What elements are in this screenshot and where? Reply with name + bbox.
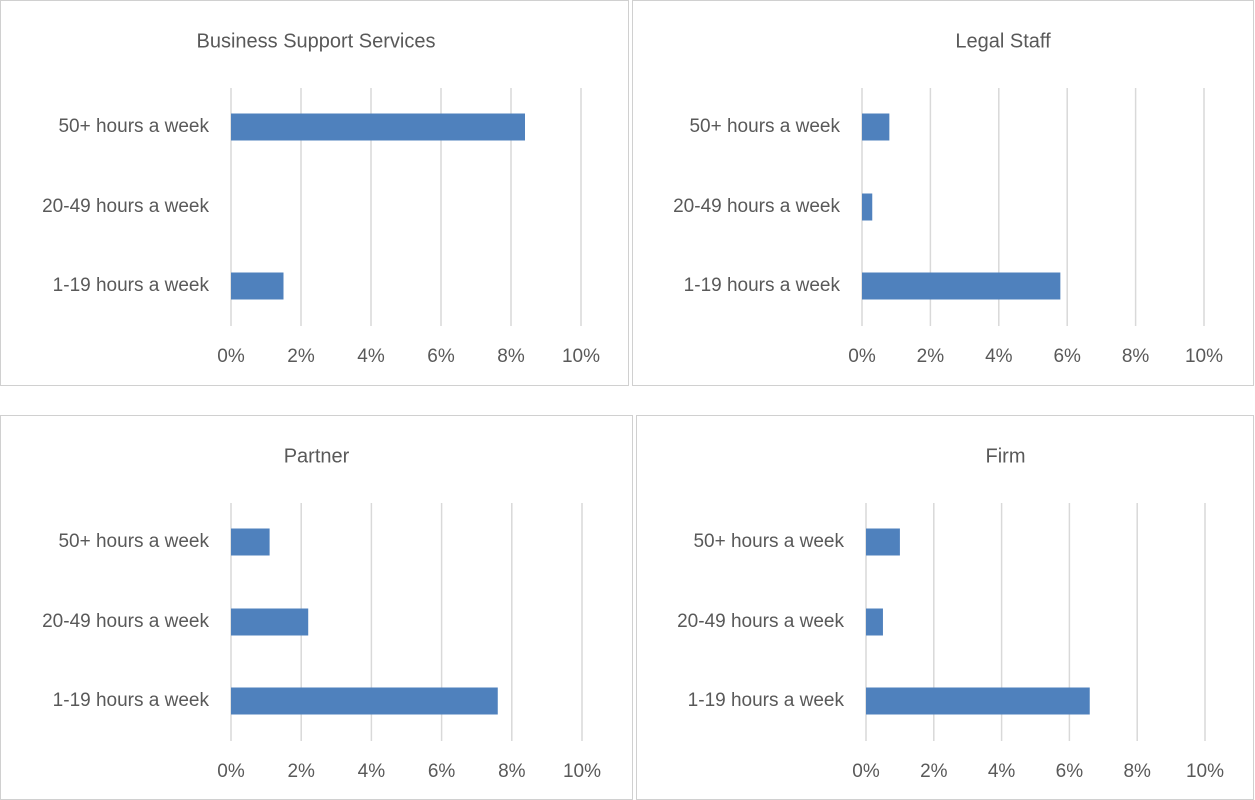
chart-title: Legal Staff — [955, 30, 1051, 52]
bar — [866, 528, 900, 556]
chart-title: Partner — [284, 445, 350, 467]
y-tick-label: 20-49 hours a week — [673, 196, 840, 217]
bar — [862, 113, 890, 141]
x-tick-label: 0% — [848, 346, 876, 367]
bar — [231, 528, 270, 556]
chart-title: Firm — [986, 445, 1026, 467]
bar — [231, 608, 309, 636]
y-tick-label: 20-49 hours a week — [42, 611, 209, 632]
bar — [866, 608, 883, 636]
x-tick-label: 6% — [428, 761, 456, 782]
x-tick-label: 6% — [427, 346, 455, 367]
panel-border — [632, 0, 1254, 386]
panel-border — [636, 415, 1254, 800]
x-tick-label: 10% — [1186, 761, 1224, 782]
x-tick-label: 2% — [920, 761, 948, 782]
chart-panel: Firm 0% 2% 4% 6% 8% 10% 50+ hours a week 20-49 h… — [636, 415, 1254, 800]
y-tick-label: 1-19 hours a week — [688, 690, 845, 711]
x-tick-label: 4% — [988, 761, 1016, 782]
x-tick-label: 2% — [287, 761, 315, 782]
x-tick-label: 4% — [985, 346, 1013, 367]
chart-panel: Legal Staff 0% 2% 4% 6% 8% 10% 50+ hours a week… — [632, 0, 1254, 386]
bar — [862, 272, 1061, 300]
x-tick-label: 8% — [1122, 346, 1150, 367]
panel-border — [0, 0, 629, 386]
panel-border — [0, 415, 633, 800]
bar — [862, 193, 873, 221]
x-tick-label: 10% — [562, 346, 600, 367]
x-tick-label: 2% — [287, 346, 315, 367]
x-tick-label: 0% — [217, 346, 245, 367]
chart-panel: Partner 0% 2% 4% 6% 8% 10% 50+ hours a week 20-4… — [0, 415, 633, 800]
bar — [866, 687, 1090, 715]
x-tick-label: 0% — [217, 761, 245, 782]
x-tick-label: 6% — [1056, 761, 1084, 782]
x-tick-label: 0% — [852, 761, 880, 782]
x-tick-label: 8% — [498, 761, 526, 782]
bar — [231, 687, 498, 715]
y-tick-label: 1-19 hours a week — [53, 275, 210, 296]
bar — [231, 272, 284, 300]
x-tick-label: 6% — [1053, 346, 1081, 367]
y-tick-label: 50+ hours a week — [58, 116, 209, 137]
y-tick-label: 1-19 hours a week — [684, 275, 841, 296]
x-tick-label: 10% — [563, 761, 601, 782]
y-tick-label: 1-19 hours a week — [53, 690, 210, 711]
y-tick-label: 20-49 hours a week — [42, 196, 209, 217]
x-tick-label: 4% — [358, 761, 386, 782]
y-tick-label: 50+ hours a week — [689, 116, 840, 137]
chart-panel: Business Support Services 0% 2% 4% 6% 8% 10% 50… — [0, 0, 629, 386]
y-tick-label: 20-49 hours a week — [677, 611, 844, 632]
x-tick-label: 8% — [1123, 761, 1151, 782]
x-tick-label: 10% — [1185, 346, 1223, 367]
y-tick-label: 50+ hours a week — [58, 531, 209, 552]
bar — [231, 113, 525, 141]
x-tick-label: 4% — [357, 346, 385, 367]
x-tick-label: 2% — [917, 346, 945, 367]
x-tick-label: 8% — [497, 346, 525, 367]
y-tick-label: 50+ hours a week — [693, 531, 844, 552]
chart-title: Business Support Services — [196, 30, 435, 52]
